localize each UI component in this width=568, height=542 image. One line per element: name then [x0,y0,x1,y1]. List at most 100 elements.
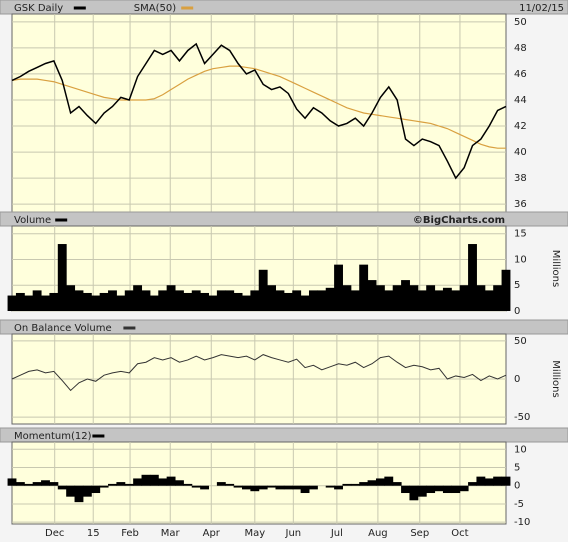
area-segment [417,485,427,497]
y-tick-label: 50 [514,17,527,28]
bar [426,285,436,311]
data-line [11,42,507,180]
y-tick-label: 10 [514,254,527,265]
bar [32,290,42,311]
bar [392,285,402,311]
x-tick-label: Apr [203,528,221,539]
area-segment [451,485,461,494]
area-segment [57,485,67,490]
bar [476,285,486,311]
y-tick-label: 5 [514,463,520,474]
bar [57,244,67,311]
area-segment [468,482,477,486]
area-segment [141,474,151,486]
bar [417,290,427,311]
area-segment [250,485,260,492]
bar [375,285,385,311]
bar [49,292,59,311]
area-segment [158,478,168,486]
credit: ©BigCharts.com [413,215,505,226]
x-tick-label: May [244,528,265,539]
bar [216,290,226,311]
bar [133,285,143,311]
area-segment [183,483,193,486]
x-tick-label: Jul [330,528,343,539]
area-segment [267,485,276,488]
x-tick-label: Aug [368,528,388,539]
area-segment [334,485,343,490]
area-segment [501,476,511,486]
area-segment [442,485,452,494]
area-segment [283,485,293,490]
bar [191,290,201,311]
bar [124,290,134,311]
area-segment [384,476,394,486]
y-tick-label: 40 [514,147,527,158]
y-tick-label: 10 [514,444,527,455]
bar [74,290,84,311]
area-segment [82,485,92,497]
area-segment [32,482,42,486]
area-segment [99,485,109,488]
y-tick-label: 0 [514,306,520,317]
area-segment [325,485,335,488]
bar [91,295,101,311]
bar [275,290,285,311]
area-segment [292,485,302,490]
area-segment [124,483,134,486]
y-tick-label: 48 [514,43,527,54]
area-segment [375,478,385,486]
plot-area [11,441,507,525]
bar [384,290,394,311]
area-segment [74,485,84,503]
bar [493,285,503,311]
area-segment [459,485,469,492]
bar [501,269,511,311]
area-segment [434,485,444,492]
area-segment [191,485,201,488]
area-segment [166,476,176,486]
bar [166,285,176,311]
bar [149,295,159,311]
plot-area [11,13,507,213]
bar [300,295,310,311]
bar [267,285,276,311]
x-tick-label: Oct [451,528,468,539]
area-segment [15,482,25,486]
y-tick-label: 42 [514,121,527,132]
bar [200,292,210,311]
y-tick-label: 0 [514,374,520,385]
bar [208,295,218,311]
area-segment [216,482,226,486]
bar [158,290,168,311]
bar [250,290,260,311]
bar [283,292,293,311]
bar [233,292,243,311]
bar [141,290,151,311]
area-segment [41,480,50,486]
bar [325,287,335,311]
panel-title: Volume [14,215,51,226]
bar [108,290,117,311]
legend-label: SMA(50) [134,3,176,14]
area-segment [350,483,360,486]
area-segment [175,480,184,486]
area-segment [133,478,143,486]
bar [434,290,444,311]
bar [317,290,327,311]
area-segment [91,485,101,494]
bar [99,292,109,311]
bar [334,264,343,311]
bar [7,295,17,311]
y-tick-label: -50 [514,412,530,423]
area-segment [149,474,159,486]
data-line [11,354,507,392]
panel-title: On Balance Volume [14,323,112,334]
legend-label: GSK Daily [14,3,63,14]
area-segment [275,485,285,490]
y-axis-label: Millions [550,250,561,287]
area-segment [484,478,494,486]
area-segment [476,476,486,486]
area-segment [200,485,210,490]
area-segment [49,482,59,486]
